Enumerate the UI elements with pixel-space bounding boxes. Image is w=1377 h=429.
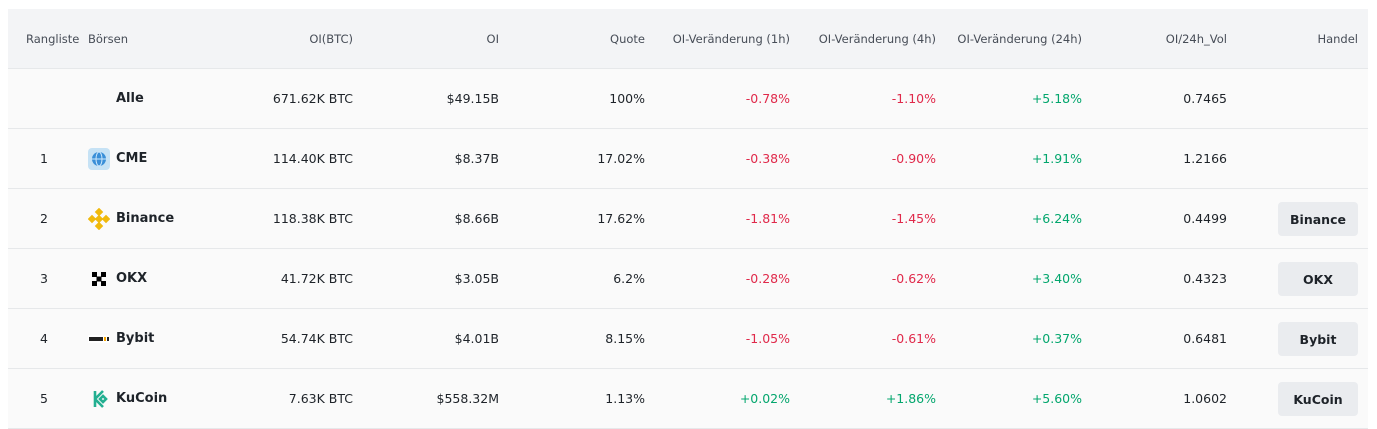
table-row: 5 KuCoin 7.63K BTC $558.32M 1.13% +0.02% +1.86… [8, 369, 1368, 429]
value: 41.72K BTC [280, 271, 353, 286]
change-value: -1.45% [891, 211, 936, 226]
value: 1.0602 [1183, 391, 1227, 406]
change-value: -1.81% [745, 211, 790, 226]
change-value: -0.38% [745, 151, 790, 166]
change-value: +5.60% [1031, 391, 1082, 406]
header-cell: OI(BTC) [309, 31, 353, 46]
exchange-icon [88, 268, 110, 290]
value: 0.7465 [1183, 91, 1227, 106]
exchange-name: Alle [116, 91, 144, 106]
value: 114.40K BTC [272, 151, 353, 166]
exchange-name: OKX [116, 271, 148, 286]
value: 4 [40, 331, 48, 346]
change-value: -0.61% [891, 331, 936, 346]
value: 17.62% [597, 211, 645, 226]
value: 8.15% [605, 331, 645, 346]
change-value: +6.24% [1031, 211, 1082, 226]
value: $558.32M [436, 391, 499, 406]
value: $49.15B [446, 91, 499, 106]
change-value: +3.40% [1031, 271, 1082, 286]
table-row: 1 CME 114.40K BTC $8.37B 17.02% -0.38% -0.90% +… [8, 129, 1368, 189]
trade-button[interactable]: KuCoin [1278, 382, 1358, 416]
exchange: KuCoin [88, 369, 268, 428]
change-value: -0.78% [745, 91, 790, 106]
value: 2 [40, 211, 48, 226]
value: 5 [40, 391, 48, 406]
value: 54.74K BTC [280, 331, 353, 346]
exchange: OKX [88, 249, 268, 308]
value: 118.38K BTC [272, 211, 353, 226]
value: 0.6481 [1183, 331, 1227, 346]
table-row: 4 Bybit 54.74K BTC $4.01B 8.15% -1.05% -0.61% +… [8, 309, 1368, 369]
change-value: -1.10% [891, 91, 936, 106]
change-value: -0.62% [891, 271, 936, 286]
header-cell: OI/24h_Vol [1165, 31, 1227, 46]
change-value: +1.91% [1031, 151, 1082, 166]
value: 1.13% [605, 391, 645, 406]
change-value: +1.86% [885, 391, 936, 406]
value: 1.2166 [1183, 151, 1227, 166]
exchange: CME [88, 129, 268, 188]
header-cell: OI-Veränderung (4h) [818, 31, 936, 46]
exchange-icon [88, 207, 110, 230]
change-value: -1.05% [745, 331, 790, 346]
change-value: -0.28% [745, 271, 790, 286]
value: 0.4499 [1183, 211, 1227, 226]
table-row: 2 Binance 118.38K BTC $8.66B 17.62% -1.81% -1.… [8, 189, 1368, 249]
table: Rangliste Börsen OI(BTC) OI Quote OI-Veränder… [8, 9, 1368, 429]
value: $4.01B [454, 331, 499, 346]
table-header: Rangliste Börsen OI(BTC) OI Quote OI-Veränder… [8, 9, 1368, 69]
header-cell: Quote [610, 31, 645, 46]
value: 7.63K BTC [288, 391, 353, 406]
exchange-icon [88, 147, 110, 170]
exchange-name: CME [116, 151, 148, 166]
table-row: 3 OKX 41.72K BTC $3.05B 6.2% -0.28% -0.62% +3.4… [8, 249, 1368, 309]
exchange-icon [88, 328, 110, 350]
table-row: Alle 671.62K BTC $49.15B 100% -0.78% -1.10% +5… [8, 69, 1368, 129]
value: 17.02% [597, 151, 645, 166]
header-cell: Börsen [88, 31, 129, 46]
value: 1 [40, 151, 48, 166]
value: $8.37B [454, 151, 499, 166]
header-cell: Rangliste [26, 31, 80, 46]
value: $3.05B [454, 271, 499, 286]
trade-button[interactable]: OKX [1278, 262, 1358, 296]
change-value: +0.02% [739, 391, 790, 406]
exchange-name: Binance [116, 211, 175, 226]
change-value: +5.18% [1031, 91, 1082, 106]
exchange: Alle [88, 69, 268, 128]
change-value: -0.90% [891, 151, 936, 166]
value: $8.66B [454, 211, 499, 226]
exchange-icon [88, 388, 110, 410]
value: 100% [609, 91, 645, 106]
exchange-name: Bybit [116, 331, 155, 346]
value: 3 [40, 271, 48, 286]
exchange: Bybit [88, 309, 268, 368]
exchange-name: KuCoin [116, 391, 168, 406]
value: 671.62K BTC [272, 91, 353, 106]
exchange: Binance [88, 189, 268, 248]
header-cell: OI [486, 31, 499, 46]
change-value: +0.37% [1031, 331, 1082, 346]
header-cell: OI-Veränderung (24h) [957, 31, 1082, 46]
trade-button[interactable]: Bybit [1278, 322, 1358, 356]
header-cell: OI-Veränderung (1h) [672, 31, 790, 46]
value: 6.2% [613, 271, 645, 286]
trade-button[interactable]: Binance [1278, 202, 1358, 236]
value: 0.4323 [1183, 271, 1227, 286]
header-cell: Handel [1317, 31, 1358, 46]
